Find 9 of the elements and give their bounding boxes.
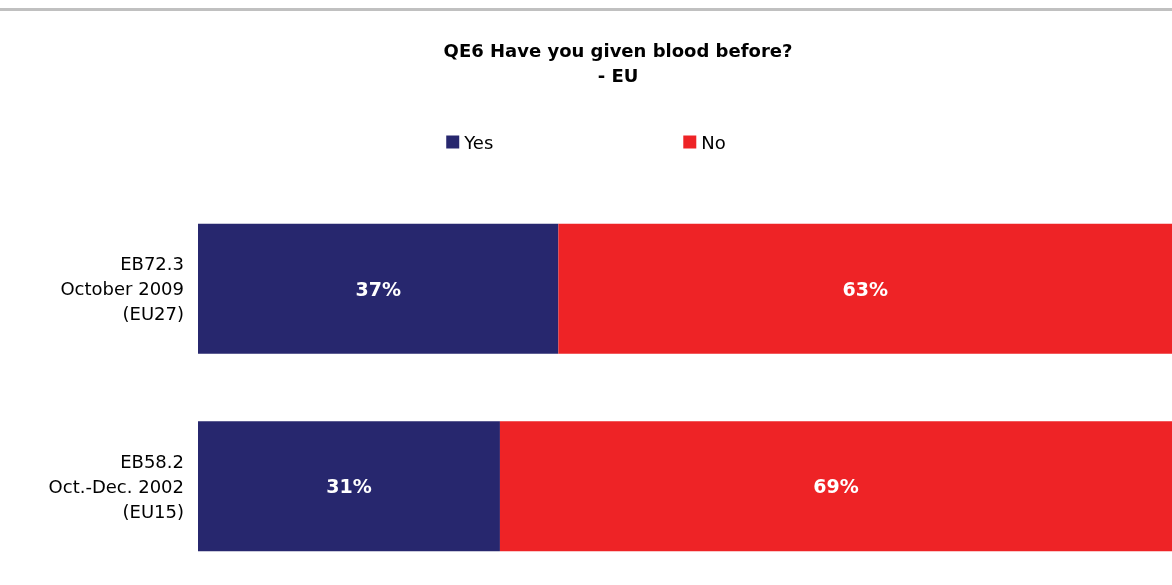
legend-label: Yes <box>463 131 494 153</box>
y-tick-label: EB72.3 October 2009 (EU27) <box>60 253 184 325</box>
chart-title: QE6 Have you given blood before? - EU <box>443 40 793 86</box>
legend-label: No <box>701 131 726 153</box>
data-label: 37% <box>355 277 401 300</box>
data-label: 69% <box>813 475 859 498</box>
y-tick-label: EB58.2 Oct.-Dec. 2002 (EU15) <box>48 450 184 522</box>
data-label: 63% <box>842 277 888 300</box>
data-label: 31% <box>326 475 372 498</box>
